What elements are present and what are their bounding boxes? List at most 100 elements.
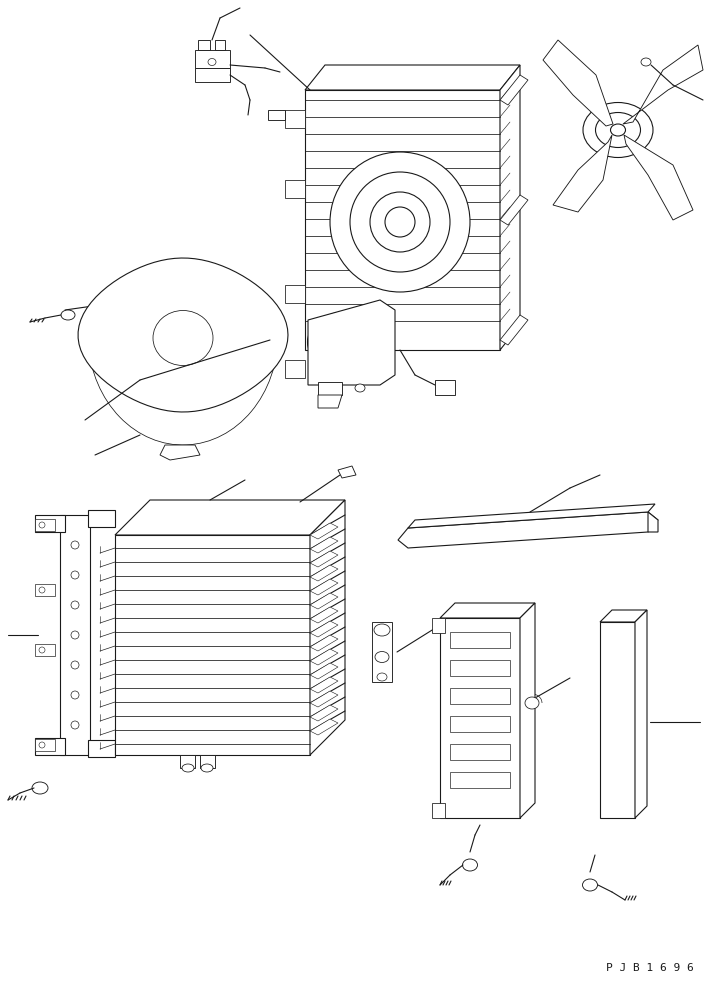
Polygon shape <box>115 535 310 755</box>
Polygon shape <box>308 300 395 385</box>
Ellipse shape <box>71 631 79 639</box>
Polygon shape <box>600 622 635 818</box>
Polygon shape <box>500 75 528 105</box>
Ellipse shape <box>71 601 79 609</box>
Polygon shape <box>520 603 535 818</box>
Ellipse shape <box>317 320 373 364</box>
Ellipse shape <box>355 384 365 392</box>
Polygon shape <box>88 510 115 527</box>
Ellipse shape <box>208 59 216 66</box>
Polygon shape <box>624 135 693 220</box>
Ellipse shape <box>39 587 45 593</box>
Ellipse shape <box>385 207 415 237</box>
Polygon shape <box>310 677 338 693</box>
Polygon shape <box>35 584 55 596</box>
Polygon shape <box>35 515 65 532</box>
Polygon shape <box>648 512 658 532</box>
Polygon shape <box>310 565 338 581</box>
Text: P J B 1 6 9 6: P J B 1 6 9 6 <box>606 963 694 973</box>
Ellipse shape <box>375 651 389 663</box>
Polygon shape <box>310 663 338 679</box>
Polygon shape <box>432 618 445 633</box>
Ellipse shape <box>61 310 75 320</box>
Polygon shape <box>310 537 338 553</box>
Polygon shape <box>215 40 225 50</box>
Polygon shape <box>305 90 500 350</box>
Ellipse shape <box>596 113 640 147</box>
Ellipse shape <box>462 859 478 871</box>
Ellipse shape <box>641 58 651 66</box>
Polygon shape <box>500 65 520 350</box>
Polygon shape <box>450 716 510 732</box>
Polygon shape <box>115 500 345 535</box>
Polygon shape <box>310 621 338 637</box>
Polygon shape <box>338 466 356 478</box>
Ellipse shape <box>350 172 450 272</box>
Polygon shape <box>635 610 647 818</box>
Ellipse shape <box>330 152 470 292</box>
Polygon shape <box>310 705 338 721</box>
Polygon shape <box>600 610 647 622</box>
Polygon shape <box>35 739 55 751</box>
Polygon shape <box>450 772 510 788</box>
Polygon shape <box>310 719 338 735</box>
Polygon shape <box>285 180 305 198</box>
Polygon shape <box>310 691 338 707</box>
Polygon shape <box>450 688 510 704</box>
Polygon shape <box>450 744 510 760</box>
Ellipse shape <box>374 624 390 636</box>
Ellipse shape <box>307 312 383 372</box>
Polygon shape <box>435 380 455 395</box>
Ellipse shape <box>32 782 48 794</box>
Polygon shape <box>440 618 520 818</box>
Polygon shape <box>35 738 65 755</box>
Polygon shape <box>195 50 230 68</box>
Polygon shape <box>318 382 342 395</box>
Polygon shape <box>372 622 392 682</box>
Ellipse shape <box>71 721 79 729</box>
Polygon shape <box>432 803 445 818</box>
Polygon shape <box>200 755 215 768</box>
Polygon shape <box>543 40 613 126</box>
Polygon shape <box>310 500 345 755</box>
Polygon shape <box>198 40 210 50</box>
Polygon shape <box>500 315 528 345</box>
Ellipse shape <box>71 661 79 669</box>
Ellipse shape <box>71 691 79 699</box>
Ellipse shape <box>201 764 213 772</box>
Polygon shape <box>440 603 535 618</box>
Ellipse shape <box>39 647 45 653</box>
Ellipse shape <box>582 879 598 891</box>
Polygon shape <box>195 68 230 82</box>
Polygon shape <box>310 551 338 567</box>
Ellipse shape <box>71 571 79 579</box>
Ellipse shape <box>583 102 653 157</box>
Polygon shape <box>35 644 55 656</box>
Polygon shape <box>318 395 342 408</box>
Polygon shape <box>310 635 338 651</box>
Polygon shape <box>285 285 305 303</box>
Ellipse shape <box>39 742 45 748</box>
Polygon shape <box>60 515 90 755</box>
Polygon shape <box>310 607 338 623</box>
Polygon shape <box>285 110 305 128</box>
Polygon shape <box>450 660 510 676</box>
Ellipse shape <box>153 310 213 365</box>
Polygon shape <box>88 740 115 757</box>
Polygon shape <box>450 632 510 648</box>
Polygon shape <box>160 445 200 460</box>
Polygon shape <box>78 258 288 412</box>
Polygon shape <box>553 135 612 212</box>
Ellipse shape <box>330 330 360 354</box>
Polygon shape <box>35 519 55 531</box>
Ellipse shape <box>377 673 387 681</box>
Polygon shape <box>310 649 338 665</box>
Ellipse shape <box>182 764 194 772</box>
Polygon shape <box>285 360 305 378</box>
Polygon shape <box>398 512 658 548</box>
Polygon shape <box>623 45 703 124</box>
Ellipse shape <box>71 541 79 549</box>
Polygon shape <box>408 504 655 528</box>
Polygon shape <box>310 523 338 539</box>
Ellipse shape <box>339 337 351 347</box>
